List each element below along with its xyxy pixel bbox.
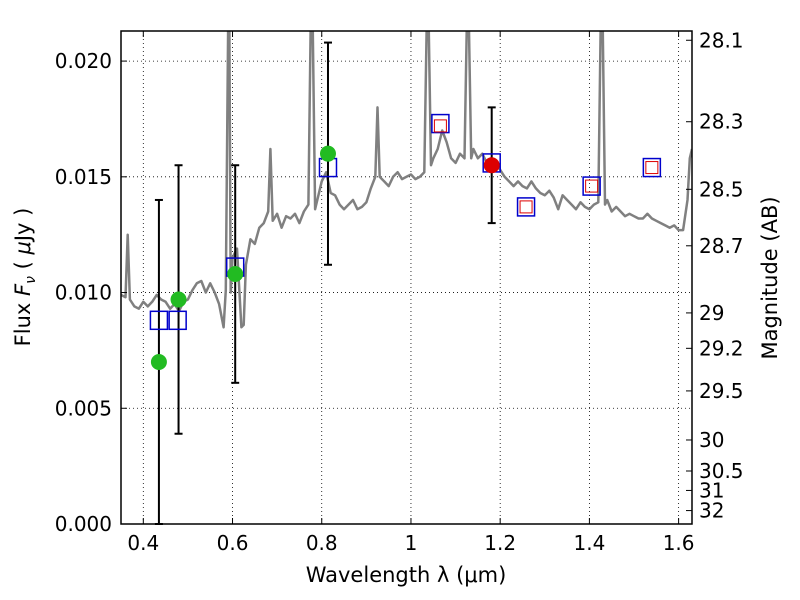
observed-green-point (227, 266, 244, 283)
x-tick-label: 0.4 (127, 531, 159, 555)
markers (149, 113, 662, 370)
y2-tick-label: 30.5 (699, 459, 744, 483)
observed-red-point (483, 157, 500, 174)
observed-green-point (170, 291, 187, 308)
spectrum-line (121, 31, 692, 329)
model-flux-square (431, 113, 450, 134)
y2-axis-label: Magnitude (AB) (758, 196, 782, 359)
x-tick-label: 1 (405, 531, 418, 555)
grid-lines (121, 31, 692, 525)
y2-tick-label: 28.7 (699, 234, 744, 258)
x-tick-label: 1.2 (484, 531, 516, 555)
y-tick-label: 0.005 (55, 396, 112, 420)
y-tick-label: 0.015 (55, 165, 112, 189)
model-flux-square (168, 310, 187, 331)
x-tick-label: 0.6 (217, 531, 249, 555)
y2-tick-label: 28.1 (699, 28, 744, 52)
x-tick-label: 1.6 (663, 531, 695, 555)
y-axis-ticks: 0.000 0.005 0.010 0.015 0.020 (55, 49, 127, 536)
observed-red-square (519, 200, 533, 214)
y2-tick-label: 29 (699, 301, 724, 325)
x-tick-label: 0.8 (306, 531, 338, 555)
y-axis-label: Flux Fν ( μJy ) (11, 208, 39, 347)
observed-green-point (319, 145, 336, 162)
y2-tick-label: 30 (699, 428, 724, 452)
spectrum-series (121, 31, 692, 329)
observed-green-point (150, 353, 167, 370)
x-axis-label: Wavelength λ (μm) (306, 563, 507, 587)
model-flux-square (642, 157, 662, 178)
y2-tick-label: 28.5 (699, 177, 744, 201)
y2-tick-label: 29.2 (699, 336, 744, 360)
observed-red-square (433, 119, 447, 133)
y2-tick-label: 29.5 (699, 379, 744, 403)
y-tick-label: 0.020 (55, 49, 112, 73)
model-flux-square (149, 310, 169, 331)
x-tick-label: 1.4 (573, 531, 605, 555)
y2-tick-label: 32 (699, 499, 724, 523)
y-tick-label: 0.000 (55, 512, 112, 536)
observed-red-square (645, 161, 659, 175)
y2-tick-label: 31 (699, 478, 724, 502)
y-tick-label: 0.010 (55, 281, 112, 305)
plot-frame (120, 30, 693, 525)
model-flux-square (516, 197, 536, 217)
x-axis-ticks: 0.4 0.6 0.8 1 1.2 1.4 1.6 (127, 31, 695, 555)
observed-red-square (585, 179, 599, 193)
y2-tick-label: 28.3 (699, 110, 744, 134)
model-flux-square (582, 176, 601, 196)
